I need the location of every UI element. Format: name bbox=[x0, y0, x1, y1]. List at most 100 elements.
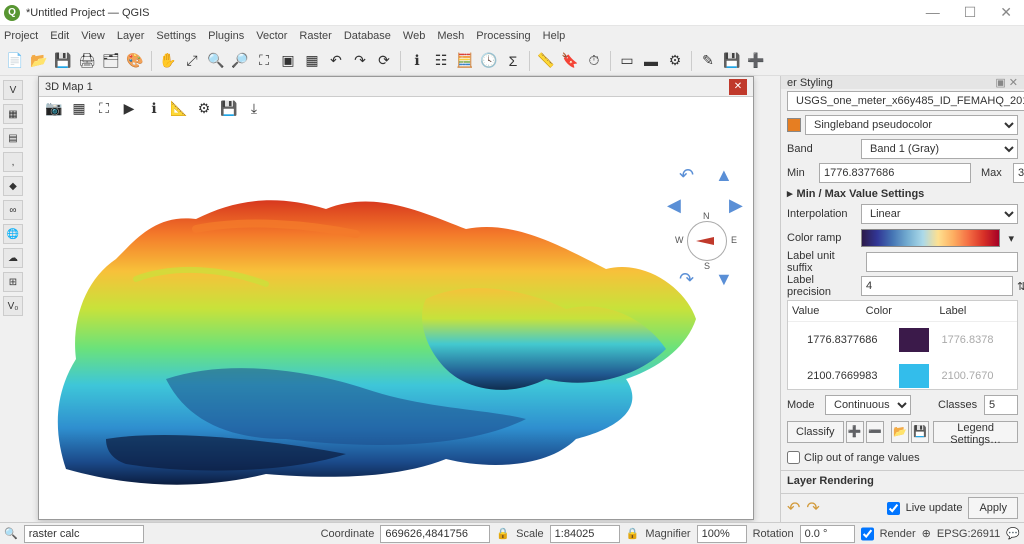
layout-manager-icon[interactable]: 🗂 bbox=[100, 50, 122, 72]
menu-layer[interactable]: Layer bbox=[117, 30, 145, 42]
legend-settings-button[interactable]: Legend Settings… bbox=[933, 421, 1018, 443]
xyz-icon[interactable]: ☁ bbox=[3, 248, 23, 268]
label-suffix-input[interactable] bbox=[866, 252, 1018, 272]
minimize-icon[interactable]: — bbox=[926, 4, 940, 21]
mode-select[interactable]: Continuous bbox=[825, 395, 911, 415]
menu-view[interactable]: View bbox=[81, 30, 105, 42]
messages-icon[interactable]: 💬 bbox=[1006, 527, 1020, 540]
crs-icon[interactable]: ⊕ bbox=[922, 527, 931, 540]
add-feature-icon[interactable]: ➕ bbox=[745, 50, 767, 72]
close-icon[interactable]: ✕ bbox=[1000, 4, 1012, 21]
nav-mode-icon[interactable]: ▦ bbox=[68, 97, 90, 119]
classes-input[interactable] bbox=[984, 395, 1018, 415]
edit-icon[interactable]: ✎ bbox=[697, 50, 719, 72]
pan-to-selection-icon[interactable]: ⤢ bbox=[181, 50, 203, 72]
max-input[interactable] bbox=[1013, 163, 1024, 183]
locator-input[interactable] bbox=[24, 525, 144, 543]
ramp-dropdown-icon[interactable]: ▾ bbox=[1004, 232, 1018, 245]
menu-raster[interactable]: Raster bbox=[299, 30, 331, 42]
save-project-icon[interactable]: 💾 bbox=[52, 50, 74, 72]
stats-icon[interactable]: Σ bbox=[502, 50, 524, 72]
redo-style-icon[interactable]: ↷ bbox=[806, 498, 819, 518]
refresh-icon[interactable]: ⟳ bbox=[373, 50, 395, 72]
spatialite-icon[interactable]: ◆ bbox=[3, 176, 23, 196]
bookmark-icon[interactable]: 🔖 bbox=[559, 50, 581, 72]
locator-icon[interactable]: 🔍 bbox=[4, 527, 18, 540]
save-3d-icon[interactable]: 💾 bbox=[218, 97, 240, 119]
tilt-right-icon[interactable]: ↷ bbox=[679, 269, 694, 290]
rotation-input[interactable] bbox=[800, 525, 855, 543]
wms-icon[interactable]: 🌐 bbox=[3, 224, 23, 244]
coordinate-input[interactable] bbox=[380, 525, 490, 543]
deselect-icon[interactable]: ▬ bbox=[640, 50, 662, 72]
load-style-icon[interactable]: 📂 bbox=[891, 421, 909, 443]
menu-edit[interactable]: Edit bbox=[50, 30, 69, 42]
open-project-icon[interactable]: 📂 bbox=[28, 50, 50, 72]
compass-icon[interactable] bbox=[687, 221, 727, 261]
style-manager-icon[interactable]: 🎨 bbox=[124, 50, 146, 72]
camera-icon[interactable]: 📷 bbox=[43, 97, 65, 119]
class-row[interactable]: 1776.8377686 1776.8378 bbox=[788, 322, 1017, 358]
maximize-icon[interactable]: ☐ bbox=[964, 4, 977, 21]
print-layout-icon[interactable]: 🖨 bbox=[76, 50, 98, 72]
menu-database[interactable]: Database bbox=[344, 30, 391, 42]
wfs-icon[interactable]: ⊞ bbox=[3, 272, 23, 292]
field-calc-icon[interactable]: 🧮 bbox=[454, 50, 476, 72]
precision-spinner-icon[interactable]: ⇅ bbox=[1017, 280, 1024, 293]
select-icon[interactable]: ▭ bbox=[616, 50, 638, 72]
toolbox-icon[interactable]: ⚙ bbox=[664, 50, 686, 72]
pan-icon[interactable]: ✋ bbox=[157, 50, 179, 72]
menu-plugins[interactable]: Plugins bbox=[208, 30, 244, 42]
remove-class-icon[interactable]: ➖ bbox=[866, 421, 884, 443]
export-3d-icon[interactable]: ⤓ bbox=[243, 97, 265, 119]
menu-vector[interactable]: Vector bbox=[256, 30, 287, 42]
menu-project[interactable]: Project bbox=[4, 30, 38, 42]
layer-select[interactable]: USGS_one_meter_x66y485_ID_FEMAHQ_2018_no… bbox=[787, 91, 1024, 111]
interpolation-select[interactable]: Linear bbox=[861, 204, 1018, 224]
vector-source-icon[interactable]: V bbox=[3, 80, 23, 100]
zoom-layer-icon[interactable]: ▦ bbox=[301, 50, 323, 72]
band-select[interactable]: Band 1 (Gray) bbox=[861, 139, 1018, 159]
zoom-in-icon[interactable]: 🔍 bbox=[205, 50, 227, 72]
measure-icon[interactable]: 📏 bbox=[535, 50, 557, 72]
virtual-icon[interactable]: ∞ bbox=[3, 200, 23, 220]
measure-3d-icon[interactable]: 📐 bbox=[168, 97, 190, 119]
class-swatch[interactable] bbox=[899, 364, 929, 388]
move-right-icon[interactable]: ▶ bbox=[729, 195, 743, 216]
minmax-settings-header[interactable]: ▸ Min / Max Value Settings bbox=[781, 185, 1024, 202]
class-swatch[interactable] bbox=[899, 328, 929, 352]
class-row[interactable]: 2100.7669983 2100.7670 bbox=[788, 358, 1017, 390]
label-precision-input[interactable] bbox=[861, 276, 1013, 296]
move-up-icon[interactable]: ▲ bbox=[715, 165, 733, 186]
move-left-icon[interactable]: ◀ bbox=[667, 195, 681, 216]
3d-map-close-button[interactable]: ✕ bbox=[729, 79, 747, 95]
settings-3d-icon[interactable]: ⚙ bbox=[193, 97, 215, 119]
menu-web[interactable]: Web bbox=[403, 30, 425, 42]
tilt-left-icon[interactable]: ↶ bbox=[679, 165, 694, 186]
undo-style-icon[interactable]: ↶ bbox=[787, 498, 800, 518]
raster-source-icon[interactable]: ▦ bbox=[3, 104, 23, 124]
add-class-icon[interactable]: ➕ bbox=[846, 421, 864, 443]
move-down-icon[interactable]: ▼ bbox=[715, 269, 733, 290]
save-edits-icon[interactable]: 💾 bbox=[721, 50, 743, 72]
delimited-icon[interactable]: , bbox=[3, 152, 23, 172]
zoom-selection-icon[interactable]: ▣ bbox=[277, 50, 299, 72]
zoom-next-icon[interactable]: ↷ bbox=[349, 50, 371, 72]
zoom-out-icon[interactable]: 🔎 bbox=[229, 50, 251, 72]
3d-canvas[interactable]: ↶ ▲ ◀ ▶ ↷ ▼ N S W E bbox=[39, 119, 753, 519]
layer-rendering-header[interactable]: Layer Rendering bbox=[781, 470, 1024, 489]
identify-icon[interactable]: ℹ bbox=[406, 50, 428, 72]
min-input[interactable] bbox=[819, 163, 971, 183]
zoom-full-icon[interactable]: ⛶ bbox=[253, 50, 275, 72]
render-type-select[interactable]: Singleband pseudocolor bbox=[805, 115, 1018, 135]
color-ramp-selector[interactable] bbox=[861, 229, 1000, 247]
magnifier-icon[interactable]: 🔒 bbox=[626, 527, 640, 540]
render-checkbox[interactable] bbox=[861, 525, 874, 543]
3d-map-header[interactable]: 3D Map 1 ✕ bbox=[39, 77, 753, 97]
new-project-icon[interactable]: 📄 bbox=[4, 50, 26, 72]
classify-button[interactable]: Classify bbox=[787, 421, 844, 443]
crs-value[interactable]: EPSG:26911 bbox=[937, 528, 1000, 540]
apply-button[interactable]: Apply bbox=[968, 497, 1018, 519]
menu-settings[interactable]: Settings bbox=[156, 30, 196, 42]
zoom-full-3d-icon[interactable]: ⛶ bbox=[93, 97, 115, 119]
